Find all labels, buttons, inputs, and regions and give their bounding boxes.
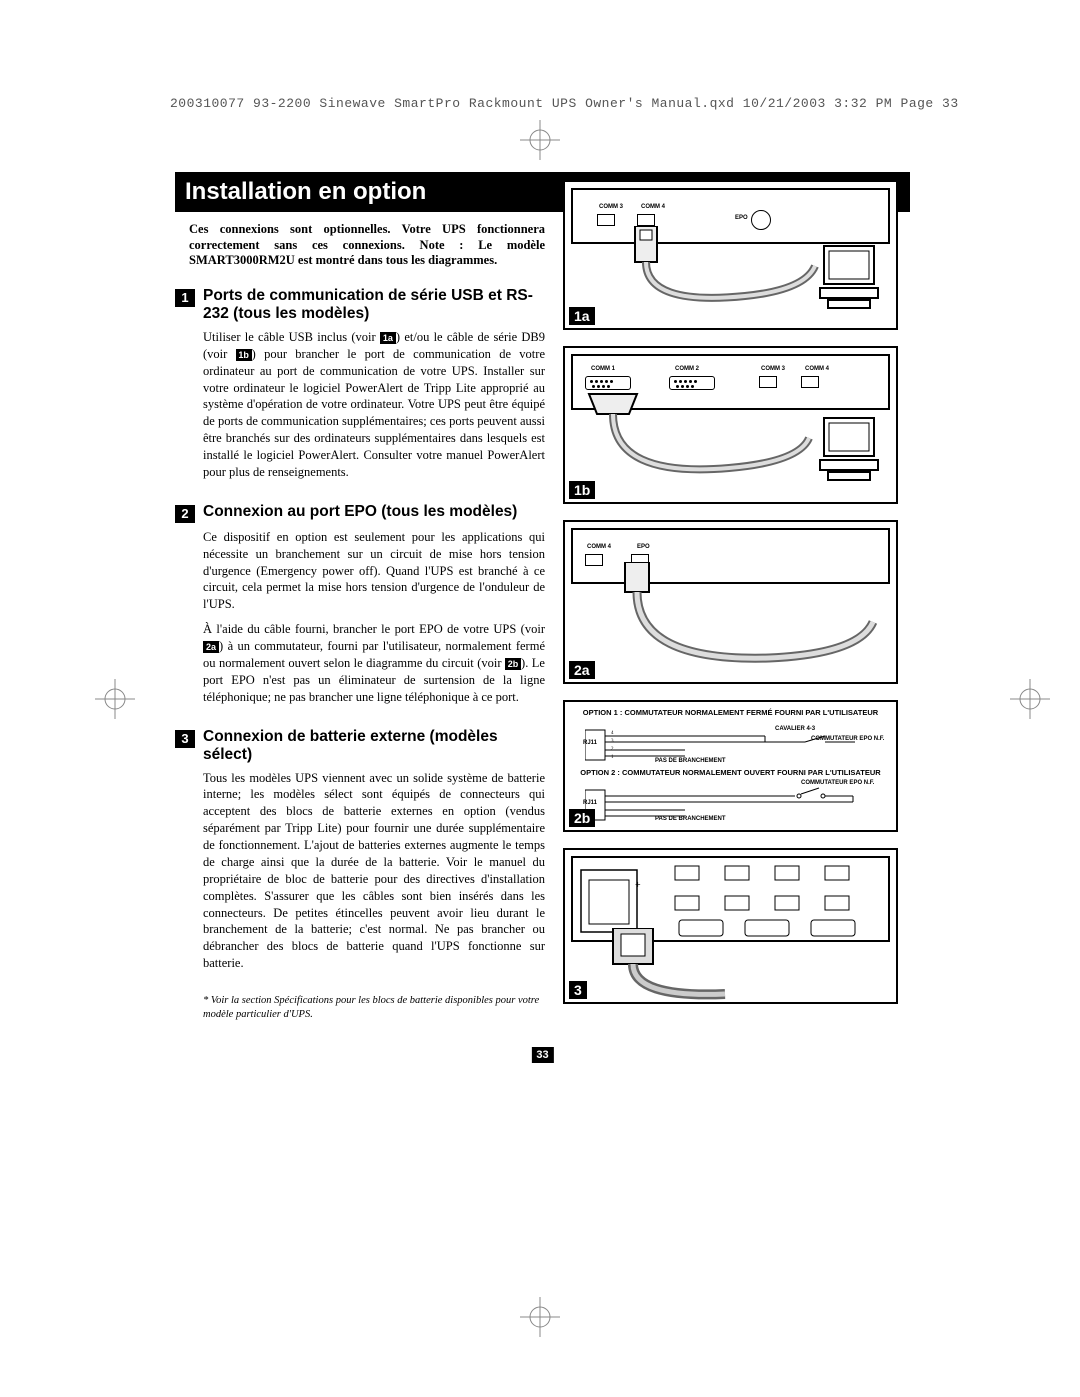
crop-mark-left [95, 679, 135, 719]
diagram-1a: COMM 3 COMM 4 EPO [563, 180, 898, 330]
ref-2a: 2a [203, 641, 219, 653]
crop-mark-right [1010, 679, 1050, 719]
num-3-box: 3 [175, 730, 195, 748]
svg-text:4: 4 [611, 731, 614, 736]
commut2: COMMUTATEUR EPO N.F. [801, 780, 874, 786]
intro-note: Ces connexions sont optionnelles. Votre … [175, 222, 545, 269]
cavalier: CAVALIER 4-3 [775, 726, 815, 732]
battery-plug-icon [605, 928, 805, 1004]
rj11-1: RJ11 [583, 740, 597, 746]
section-2-p2: À l'aide du câble fourni, brancher le po… [203, 621, 545, 705]
rj11-2: RJ11 [583, 800, 597, 806]
section-2-body: Ce dispositif en option est seulement po… [203, 529, 545, 706]
epo-cable-icon [619, 562, 879, 680]
label-comm3: COMM 3 [599, 204, 623, 210]
section-3-p1: Tous les modèles UPS viennent avec un so… [203, 770, 545, 973]
section-2-heading: 2 Connexion au port EPO (tous les modèle… [175, 503, 545, 523]
ref-2b: 2b [505, 658, 521, 670]
section-3-body: Tous les modèles UPS viennent avec un so… [203, 770, 545, 973]
opt1-title: OPTION 1 : COMMUTATEUR NORMALEMENT FERMÉ… [565, 708, 896, 717]
label-1b-c2: COMM 2 [675, 366, 699, 372]
label-2a-c4: COMM 4 [587, 544, 611, 550]
schematic-1: 43 21 [585, 726, 875, 764]
section-2-p1: Ce dispositif en option est seulement po… [203, 529, 545, 613]
num-1-box: 1 [175, 289, 195, 307]
label-epo: EPO [735, 215, 748, 221]
tag-3: 3 [569, 981, 587, 999]
label-1b-c3: COMM 3 [761, 366, 785, 372]
label-comm4: COMM 4 [641, 204, 665, 210]
diagram-1b: COMM 1 COMM 2 COMM 3 COMM 4 [563, 346, 898, 504]
ref-1b: 1b [236, 349, 252, 361]
crop-mark-top [520, 120, 560, 160]
commut1: COMMUTATEUR EPO N.F. [811, 736, 884, 742]
page-number: 33 [531, 1047, 553, 1063]
monitor-icon-2 [816, 414, 886, 484]
section-3-heading: 3 Connexion de batterie externe (modèles… [175, 728, 545, 764]
monitor-icon [816, 242, 886, 312]
label-2a-epo: EPO [637, 544, 650, 550]
opt2-title: OPTION 2 : COMMUTATEUR NORMALEMENT OUVER… [565, 768, 896, 777]
schematic-2 [585, 786, 875, 822]
diagram-2a: COMM 4 EPO 2a [563, 520, 898, 684]
diagram-3: + [563, 848, 898, 1004]
tag-1b: 1b [569, 481, 595, 499]
ref-1a: 1a [380, 332, 396, 344]
footnote: * Voir la section Spécifications pour le… [203, 994, 545, 1021]
manual-page: Installation en option Ces connexions so… [175, 172, 910, 1021]
diagram-column: COMM 3 COMM 4 EPO [563, 212, 898, 1021]
usb-cable-icon [625, 226, 825, 326]
print-header: 200310077 93-2200 Sinewave SmartPro Rack… [170, 96, 980, 111]
nobranch1: PAS DE BRANCHEMENT [655, 758, 726, 764]
num-2-box: 2 [175, 505, 195, 523]
nobranch2: PAS DE BRANCHEMENT [655, 816, 726, 822]
section-2-title: Connexion au port EPO (tous les modèles) [203, 503, 517, 521]
tag-2a: 2a [569, 661, 595, 679]
section-1-title: Ports de communication de série USB et R… [203, 287, 545, 323]
svg-text:+: + [635, 880, 641, 891]
tag-1a: 1a [569, 307, 595, 325]
diagram-2b: OPTION 1 : COMMUTATEUR NORMALEMENT FERMÉ… [563, 700, 898, 832]
text-column: Ces connexions sont optionnelles. Votre … [175, 212, 545, 1021]
section-1-body: Utiliser le câble USB inclus (voir 1a) e… [203, 329, 545, 481]
section-3-title: Connexion de batterie externe (modèles s… [203, 728, 545, 764]
section-1-heading: 1 Ports de communication de série USB et… [175, 287, 545, 323]
db9-cable-icon [579, 388, 819, 498]
label-1b-c1: COMM 1 [591, 366, 615, 372]
crop-mark-bottom [520, 1297, 560, 1337]
tag-2b: 2b [569, 809, 595, 827]
label-1b-c4: COMM 4 [805, 366, 829, 372]
